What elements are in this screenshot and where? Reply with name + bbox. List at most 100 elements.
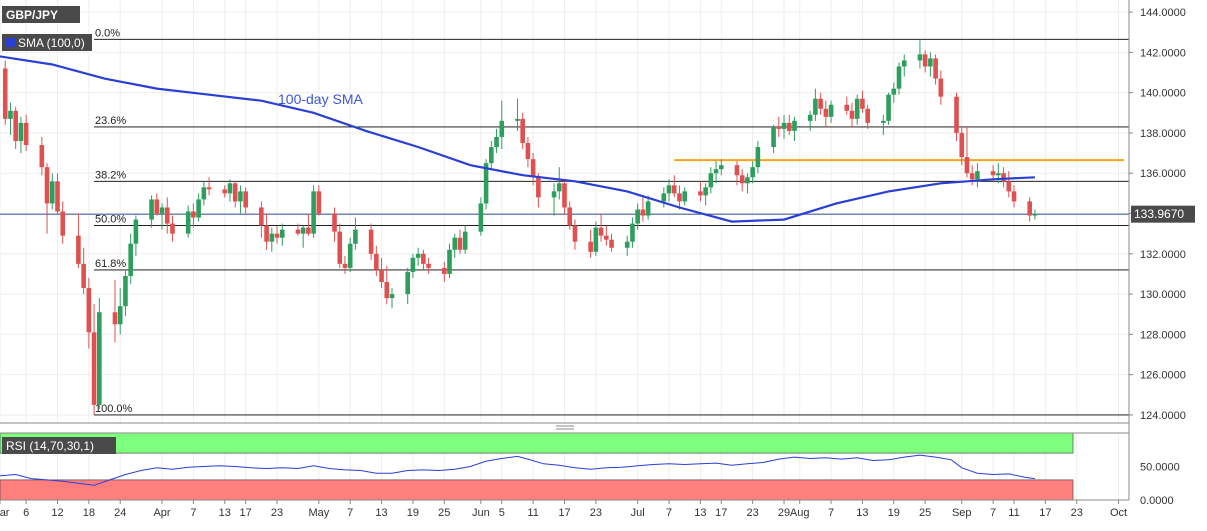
- candle-bull: [227, 183, 233, 194]
- candle-bull: [901, 60, 907, 67]
- candle-bear: [959, 132, 965, 158]
- candle-bull: [630, 223, 635, 242]
- candle-bull: [123, 275, 128, 307]
- candle-bear: [232, 183, 238, 202]
- candle-bear: [2, 68, 8, 119]
- candle-bull: [133, 219, 139, 244]
- candle-bull: [886, 94, 891, 121]
- date-tick-label: Sep: [952, 507, 972, 519]
- candle-bull: [494, 136, 499, 148]
- date-tick-label: 7: [666, 507, 672, 519]
- date-tick-label: 23: [747, 507, 759, 519]
- price-tick-label: 132.0000: [1140, 249, 1186, 261]
- candle-bear: [337, 231, 343, 264]
- candle-bear: [76, 235, 81, 264]
- candle-bear: [525, 143, 531, 160]
- symbol-label-box: GBP/JPY: [2, 6, 80, 23]
- rsi-overbought-zone: [0, 432, 1074, 454]
- candle-bear: [164, 207, 170, 224]
- indicator-label-bg: [2, 34, 92, 51]
- candle-bull: [462, 231, 468, 250]
- candle-bear: [671, 185, 677, 194]
- date-tick-label: 5: [499, 507, 505, 519]
- candle-bear: [39, 145, 45, 168]
- candle-bear: [379, 269, 384, 282]
- candle-bear: [530, 159, 536, 178]
- price-tick-label: 128.0000: [1140, 329, 1186, 341]
- candle-bear: [206, 187, 212, 190]
- candle-bull: [666, 185, 672, 194]
- candle-bull: [854, 98, 860, 119]
- candle-bull: [159, 207, 165, 214]
- symbol-label-bg: [2, 6, 80, 23]
- candle-bull: [185, 211, 191, 234]
- candle-bull: [1032, 214, 1038, 216]
- candle-bull: [661, 193, 667, 202]
- date-tick-label: 17: [1039, 507, 1051, 519]
- candle-bull: [645, 201, 651, 216]
- date-tick-label: 7: [990, 507, 996, 519]
- candle-bull: [635, 209, 640, 224]
- date-tick-label: Apr: [153, 507, 170, 519]
- date-tick-label: 19: [407, 507, 419, 519]
- candle-bull: [347, 243, 353, 268]
- candle-bear: [698, 191, 703, 196]
- date-tick-label: 23: [1071, 507, 1083, 519]
- price-tick-label: 136.0000: [1140, 168, 1186, 180]
- candle-bear: [954, 96, 959, 133]
- candle-bull: [556, 183, 562, 192]
- candle-bear: [426, 263, 431, 268]
- candle-bull: [896, 66, 902, 89]
- pane-divider-handle[interactable]: [556, 425, 574, 430]
- candle-bear: [964, 157, 970, 174]
- candle-bear: [990, 171, 996, 176]
- candle-bear: [938, 78, 944, 97]
- candle-bear: [860, 98, 865, 109]
- candle-bear: [604, 235, 609, 240]
- date-tick-label: 6: [23, 507, 29, 519]
- date-tick-label: 13: [694, 507, 706, 519]
- date-tick-label: 7: [347, 507, 353, 519]
- candle-bear: [368, 229, 374, 254]
- candle-bull: [515, 118, 520, 121]
- candle-bear: [60, 211, 66, 236]
- candle-bear: [844, 104, 850, 111]
- candle-bear: [536, 177, 541, 198]
- date-tick-label: 17: [240, 507, 252, 519]
- candle-bull: [18, 122, 24, 141]
- date-tick-label: 11: [527, 507, 538, 519]
- fib-level-label: 0.0%: [95, 27, 120, 39]
- candle-bull: [917, 54, 923, 61]
- candle-bull: [708, 173, 714, 188]
- candle-bull: [593, 227, 599, 252]
- candle-bear: [776, 126, 782, 129]
- rsi-layer: [0, 454, 1035, 486]
- candle-bear: [259, 207, 264, 226]
- rsi-label-bg: [2, 437, 116, 454]
- candle-bull: [279, 229, 285, 238]
- last-price-bg: [1131, 205, 1195, 223]
- price-tick-label: 140.0000: [1140, 88, 1186, 100]
- date-tick-label: 13: [856, 507, 868, 519]
- candle-bear: [441, 267, 447, 274]
- candle-bear: [734, 165, 740, 176]
- candle-bear: [274, 233, 280, 238]
- price-tick-label: 144.0000: [1140, 7, 1186, 19]
- candle-bear: [112, 312, 118, 325]
- sma-100-line: [0, 55, 1035, 223]
- rsi-label-box: RSI (14,70,30,1): [2, 437, 116, 454]
- last-price-marker: 133.9670: [1131, 205, 1195, 223]
- candle-bull: [813, 98, 818, 115]
- date-tick-label: 11: [1008, 507, 1019, 519]
- date-tick-label: 13: [375, 507, 387, 519]
- candle-bull: [891, 88, 897, 95]
- rsi-tick-label: 0.0000: [1140, 495, 1174, 507]
- fib-level-label: 23.6%: [95, 115, 126, 127]
- candle-bull: [410, 257, 416, 272]
- candle-bull: [128, 243, 133, 276]
- candle-bull: [489, 147, 494, 164]
- candle-bull: [238, 191, 243, 202]
- date-tick-label: Jun: [472, 507, 490, 519]
- candle-bear: [316, 191, 322, 214]
